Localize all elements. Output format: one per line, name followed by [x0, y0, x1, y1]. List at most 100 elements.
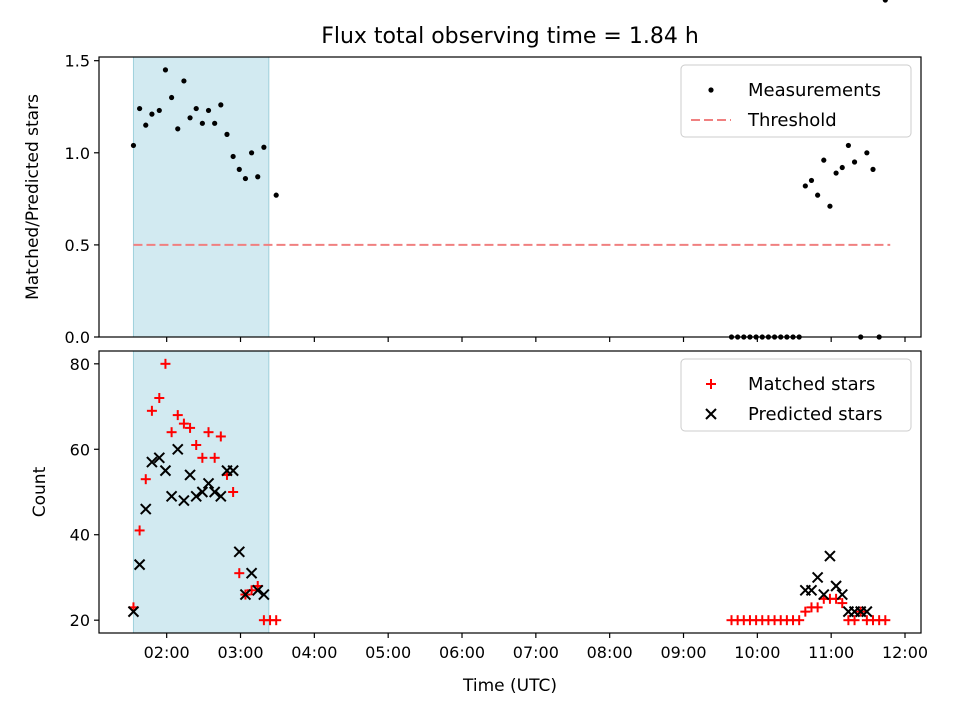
- count-panel-series1-point-20-b: [252, 584, 264, 596]
- count-panel-legend-swatch-1-b: [705, 408, 717, 420]
- ratio-panel-series0-point-4: [156, 107, 162, 114]
- count-panel-series1-point-32-b: [861, 605, 873, 618]
- count-panel-series1-point-19: [245, 567, 258, 579]
- ratio-panel-series0-point-39: [827, 203, 833, 209]
- x-tick-label-10: 12:00: [882, 643, 928, 662]
- x-tick-label-0: 02:00: [144, 643, 190, 662]
- count-panel-series1-point-4-b: [153, 452, 166, 464]
- count-panel-series0-point-23: [271, 615, 282, 626]
- count-panel-series1-point-3-b: [146, 456, 158, 468]
- ratio-panel-series0-point-21: [261, 144, 267, 150]
- count-panel-series0-point-12: [203, 427, 214, 438]
- ratio-panel-series0-point-41: [839, 164, 845, 171]
- count-panel-series1-point-27: [830, 580, 842, 592]
- ratio-panel-series0-point-9: [187, 115, 193, 121]
- count-panel-series1-point-6-b: [165, 490, 178, 502]
- ratio-panel-series0-point-18: [242, 175, 249, 182]
- count-panel-series1-point-27-b: [830, 580, 842, 592]
- x-tick-label-8: 10:00: [734, 643, 780, 662]
- count-panel-series1-point-10-b: [190, 490, 202, 502]
- ratio-panel-y-tick-label-2: 1.0: [65, 144, 90, 163]
- count-panel-series1-point-10: [190, 490, 202, 502]
- count-panel-series1-point-5: [159, 464, 172, 477]
- count-panel-series1-point-18-b: [239, 588, 252, 601]
- ratio-panel-series0-point-15: [224, 131, 230, 137]
- count-panel-series1-point-24-b: [811, 571, 824, 584]
- count-panel-series1-point-4: [153, 452, 166, 464]
- count-panel-series1-point-14: [215, 490, 227, 502]
- count-panel-series1-point-19-b: [245, 567, 258, 579]
- count-panel-series0-point-42: [837, 598, 848, 609]
- ratio-panel-series0-point-11: [199, 120, 205, 126]
- ratio-panel-series0-point-22: [273, 192, 279, 198]
- ratio-panel-legend-swatch-0: [708, 87, 714, 93]
- x-tick-label-2: 04:00: [291, 643, 337, 662]
- count-panel-series0-point-7: [172, 410, 183, 421]
- chart-title: Flux total observing time = 1.84 h: [321, 24, 699, 49]
- ratio-panel-series0-point-17: [236, 166, 242, 172]
- x-tick-label-9: 11:00: [808, 643, 854, 662]
- count-panel-series1-point-21-b: [258, 588, 270, 601]
- count-panel-series1-point-6: [165, 490, 178, 502]
- ratio-panel-series0-point-38: [821, 157, 827, 163]
- count-panel-series1-point-9-b: [184, 469, 196, 481]
- count-panel-series1-point-17: [233, 546, 245, 558]
- count-panel-series0-point-19: [246, 585, 257, 596]
- count-panel-series0-point-10: [191, 440, 202, 450]
- count-panel-legend-box: [680, 358, 912, 432]
- count-panel-series0-point-14: [215, 431, 226, 442]
- count-panel-series1-point-23: [805, 584, 818, 596]
- ratio-panel-series0-point-12: [205, 107, 212, 114]
- ratio-panel-series0-point-20: [255, 174, 261, 180]
- count-panel-series1-point-28: [836, 588, 848, 601]
- count-panel-series1-point-26: [824, 550, 836, 562]
- count-panel-series0-point-6: [166, 427, 177, 438]
- count-panel-series1-point-2: [140, 503, 152, 515]
- count-panel-series1-point-16-b: [227, 464, 239, 477]
- ratio-panel-series0-point-46: [870, 166, 876, 172]
- ratio-panel-series0-point-35: [802, 183, 808, 189]
- ratio-panel-y-tick-label-1: 0.5: [65, 236, 90, 255]
- count-panel-series1-point-8-b: [178, 494, 190, 507]
- count-panel-series0-point-1: [134, 525, 145, 536]
- count-panel-series1-point-25-b: [818, 588, 830, 601]
- count-panel-series0-point-9: [185, 422, 196, 433]
- ratio-panel-series0-point-42: [845, 142, 851, 149]
- ratio-panel-legend-box: [680, 64, 912, 138]
- count-panel-series0-point-8: [178, 418, 189, 429]
- bottom-y-axis-label: Count: [30, 466, 50, 517]
- ratio-panel-series0-point-8: [181, 78, 187, 84]
- count-panel-series1-point-11-b: [196, 486, 209, 498]
- count-panel-series1-point-26-b: [824, 550, 836, 562]
- count-panel-series1-point-12: [202, 477, 215, 490]
- count-panel-series1-point-0-b: [127, 605, 140, 618]
- count-panel-series1-point-1: [133, 558, 146, 571]
- ratio-panel-legend-label-1: Threshold: [747, 110, 837, 131]
- count-panel-series1-point-9: [184, 469, 196, 481]
- count-panel-frame: [98, 350, 922, 634]
- count-panel-series1-point-13: [208, 486, 221, 498]
- count-panel-series0-point-38: [812, 602, 823, 613]
- ratio-panel-series0-point-7: [175, 126, 181, 132]
- count-panel-series0-point-41: [831, 593, 842, 604]
- count-panel-series0-point-17: [234, 568, 245, 579]
- ratio-panel-y-tick-label-0: 0.0: [65, 328, 90, 347]
- count-panel-series1-point-18: [239, 588, 252, 601]
- x-tick-label-7: 09:00: [660, 643, 706, 662]
- ratio-panel-series0-point-14: [218, 102, 224, 108]
- count-panel-series1-point-21: [258, 588, 270, 601]
- x-axis-label: Time (UTC): [462, 676, 557, 696]
- count-panel-series1-point-16: [227, 464, 239, 477]
- ratio-panel-legend-label-0: Measurements: [748, 80, 881, 101]
- ratio-panel-series0-point-37: [815, 192, 821, 198]
- count-panel-series0-point-35: [794, 615, 805, 626]
- top-y-axis-label: Matched/Predicted stars: [23, 94, 43, 300]
- count-panel-series1-point-28-b: [836, 588, 848, 601]
- count-panel-series1-point-24: [811, 571, 824, 584]
- ratio-panel-shaded-interval: [132, 56, 270, 338]
- ratio-panel-series0-point-5: [162, 67, 169, 73]
- ratio-panel-series0-point-0: [130, 142, 137, 149]
- count-panel-series1-point-12-b: [202, 477, 215, 490]
- count-panel-series1-point-32: [861, 605, 873, 618]
